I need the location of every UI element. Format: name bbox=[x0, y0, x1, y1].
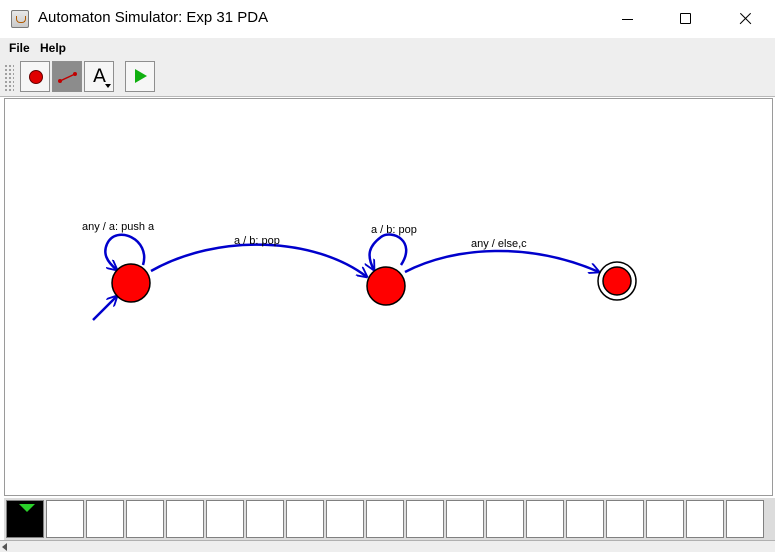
tape-cell[interactable] bbox=[326, 500, 364, 538]
transition-q0-q0[interactable] bbox=[104, 233, 146, 270]
dropdown-caret-icon bbox=[105, 84, 111, 88]
tape-cell[interactable] bbox=[606, 500, 644, 538]
green-play-icon bbox=[135, 69, 147, 83]
letter-a-icon: A bbox=[93, 65, 106, 87]
text-tool-button[interactable]: A bbox=[84, 61, 114, 92]
tape-cell[interactable] bbox=[686, 500, 724, 538]
transition-q1-q2[interactable] bbox=[404, 249, 599, 272]
state-q0[interactable] bbox=[111, 263, 151, 303]
tape-cell[interactable] bbox=[566, 500, 604, 538]
menu-bar: File Help bbox=[0, 38, 775, 59]
scroll-left-arrow-icon[interactable] bbox=[2, 543, 7, 551]
menu-help[interactable]: Help bbox=[40, 41, 67, 55]
transition-label-q1-q1[interactable]: a / b: pop bbox=[371, 224, 417, 236]
red-circle-icon bbox=[29, 70, 43, 84]
tape-cell[interactable] bbox=[6, 500, 44, 538]
tape-cell[interactable] bbox=[726, 500, 764, 538]
state-q1[interactable] bbox=[366, 266, 406, 306]
tape-cell[interactable] bbox=[206, 500, 244, 538]
run-button[interactable] bbox=[125, 61, 155, 92]
horizontal-scrollbar[interactable] bbox=[0, 540, 775, 552]
toolbar: A bbox=[0, 59, 775, 97]
tape-cell[interactable] bbox=[46, 500, 84, 538]
transition-q1-q1[interactable] bbox=[370, 233, 408, 270]
transition-label-q0-q0[interactable]: any / a: push a bbox=[82, 221, 155, 233]
java-cup-icon bbox=[11, 10, 29, 28]
tape-cell[interactable] bbox=[166, 500, 204, 538]
tape bbox=[4, 498, 775, 540]
transition-q0-q1[interactable] bbox=[150, 243, 367, 277]
tape-cell[interactable] bbox=[366, 500, 404, 538]
tape-cell[interactable] bbox=[86, 500, 124, 538]
window-title: Automaton Simulator: Exp 31 PDA bbox=[38, 9, 269, 26]
automaton-canvas[interactable]: any / a: push a a / b: pop a / b: pop an… bbox=[4, 98, 773, 496]
tape-cell[interactable] bbox=[486, 500, 524, 538]
tape-cell[interactable] bbox=[646, 500, 684, 538]
tape-cell[interactable] bbox=[406, 500, 444, 538]
toolbar-grip-icon[interactable] bbox=[4, 64, 14, 92]
tape-cell[interactable] bbox=[126, 500, 164, 538]
tape-cell[interactable] bbox=[526, 500, 564, 538]
title-bar: Automaton Simulator: Exp 31 PDA bbox=[0, 0, 775, 38]
tape-cell[interactable] bbox=[446, 500, 484, 538]
state-tool-button[interactable] bbox=[20, 61, 50, 92]
transition-label-q1-q2[interactable]: any / else,c bbox=[471, 238, 527, 250]
transition-label-q0-q1[interactable]: a / b: pop bbox=[234, 235, 280, 247]
menu-file[interactable]: File bbox=[9, 41, 30, 55]
tape-head-icon bbox=[19, 504, 35, 512]
close-button[interactable] bbox=[716, 0, 774, 38]
state-q2[interactable] bbox=[602, 266, 632, 296]
tape-cell[interactable] bbox=[286, 500, 324, 538]
automaton-diagram: any / a: push a a / b: pop a / b: pop an… bbox=[82, 221, 637, 321]
maximize-button[interactable] bbox=[657, 0, 715, 38]
arrow-line-icon bbox=[58, 72, 77, 83]
tape-cell[interactable] bbox=[246, 500, 284, 538]
transition-tool-button[interactable] bbox=[52, 61, 82, 92]
minimize-button[interactable] bbox=[598, 0, 656, 38]
initial-arrow[interactable] bbox=[92, 296, 117, 321]
